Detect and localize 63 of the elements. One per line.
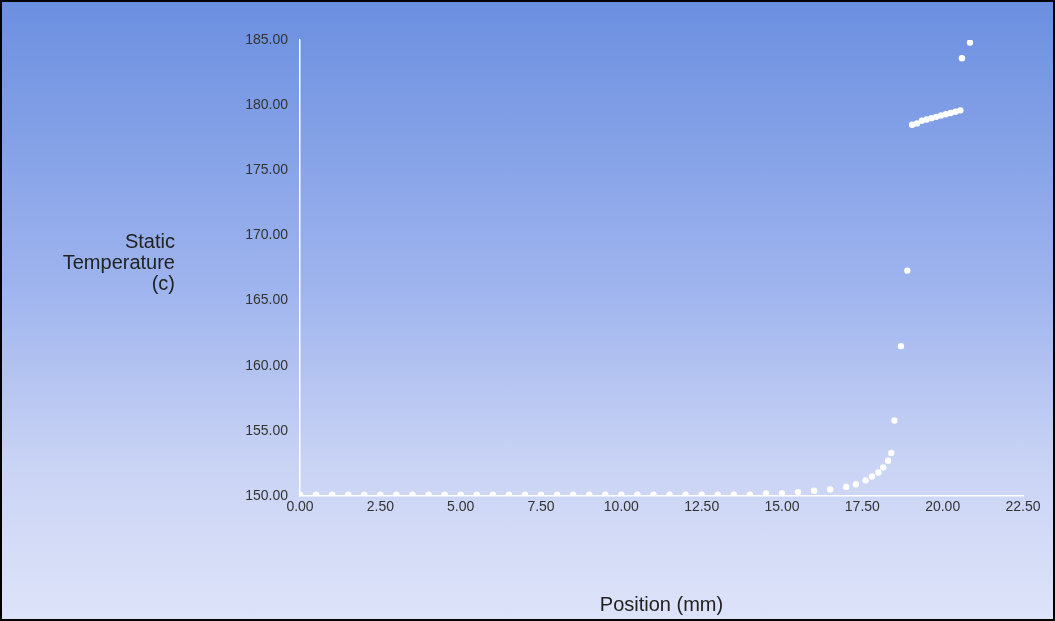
point — [473, 491, 480, 496]
x-tick-label: 20.00 — [925, 498, 961, 515]
point — [868, 473, 876, 480]
point — [908, 121, 916, 128]
y-tick-label: 160.00 — [245, 356, 289, 373]
point — [441, 491, 448, 496]
point — [377, 491, 384, 496]
point — [634, 491, 641, 496]
point — [875, 469, 882, 476]
point — [666, 491, 673, 496]
point — [958, 55, 966, 62]
y-tick-label: 165.00 — [245, 291, 289, 308]
x-axis-title: Position (mm) — [599, 592, 724, 615]
point — [880, 464, 887, 471]
point — [942, 111, 950, 118]
point — [904, 267, 911, 274]
point — [897, 342, 905, 350]
point — [888, 449, 895, 457]
y-tick-label: 155.00 — [245, 421, 289, 438]
point — [937, 112, 945, 119]
point — [913, 120, 921, 127]
x-tick-label: 22.50 — [1005, 498, 1041, 515]
x-tick-label: 5.00 — [447, 498, 475, 515]
y-tick-label: 175.00 — [245, 161, 289, 178]
point — [425, 491, 432, 496]
x-tick-label: 15.00 — [764, 498, 800, 515]
point — [852, 481, 860, 488]
point — [730, 491, 737, 496]
y-tick-label: 185.00 — [245, 30, 289, 47]
point — [345, 491, 352, 496]
point — [762, 490, 770, 496]
x-tick-label: 10.00 — [603, 498, 640, 515]
point — [409, 491, 416, 496]
point — [884, 457, 892, 465]
point — [862, 477, 869, 484]
point — [489, 491, 496, 496]
point — [794, 488, 802, 496]
point — [843, 483, 850, 491]
point — [891, 417, 898, 424]
point — [698, 491, 705, 496]
point — [827, 486, 834, 493]
point — [966, 40, 974, 46]
y-axis-title: Static Temperature (c) — [62, 229, 175, 294]
x-tick-label: 12.50 — [684, 498, 720, 515]
point — [778, 490, 786, 496]
point — [602, 491, 609, 496]
point — [393, 491, 400, 496]
point — [361, 491, 368, 496]
point — [714, 491, 721, 496]
y-tick-label: 150.00 — [245, 486, 289, 503]
point — [457, 491, 464, 496]
x-tick-label: 7.50 — [527, 498, 555, 515]
x-tick-label: 0.00 — [286, 498, 314, 515]
point — [586, 491, 593, 496]
point — [810, 487, 818, 494]
point — [650, 491, 657, 496]
y-tick-label: 170.00 — [245, 226, 289, 243]
point — [957, 107, 964, 114]
x-tick-label: 2.50 — [366, 498, 395, 515]
point — [682, 491, 689, 496]
x-tick-label: 17.50 — [844, 498, 881, 515]
point — [618, 491, 625, 496]
y-tick-label: 180.00 — [245, 96, 289, 112]
